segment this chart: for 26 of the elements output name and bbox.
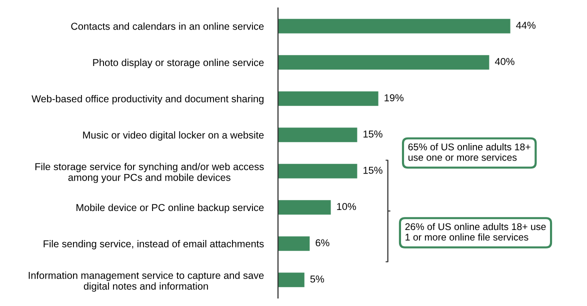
annotation: 65% of US online adults 18+ use one or more services: [408, 143, 530, 161]
bar: [278, 91, 378, 106]
data-label: 19%: [384, 94, 404, 102]
annotation: 26% of US online adults 18+ use 1 or more online file services: [405, 222, 546, 241]
bar: [278, 236, 310, 251]
data-label: 15%: [364, 130, 382, 138]
y-tick-label: Photo display or storage online service: [93, 58, 264, 68]
bar: [278, 128, 358, 142]
data-label: 40%: [494, 58, 514, 66]
y-tick-label: Information management service to capture and save digital notes and information: [28, 272, 264, 292]
y-tick-label: Mobile device or PC online backup service: [76, 204, 264, 214]
y-tick-label: Music or video digital locker on a website: [83, 131, 264, 141]
y-tick-label: Contacts and calendars in an online service: [71, 22, 264, 30]
data-label: 15%: [364, 166, 382, 174]
bar: [278, 18, 510, 34]
data-label: 6%: [316, 239, 330, 246]
y-tick-label: File sending service, instead of email attachments: [44, 240, 264, 250]
bar: [278, 200, 331, 215]
bar: [278, 272, 304, 288]
y-tick-label: Web-based office productivity and document sharing: [32, 95, 264, 104]
data-label: 5%: [310, 276, 324, 283]
bar: [278, 164, 358, 178]
y-tick-label: File storage service for synching and/or web access among your PCs and mobile devices: [35, 162, 264, 183]
data-label: 10%: [337, 202, 356, 210]
data-label: 44%: [516, 22, 536, 29]
bar: [278, 55, 490, 70]
